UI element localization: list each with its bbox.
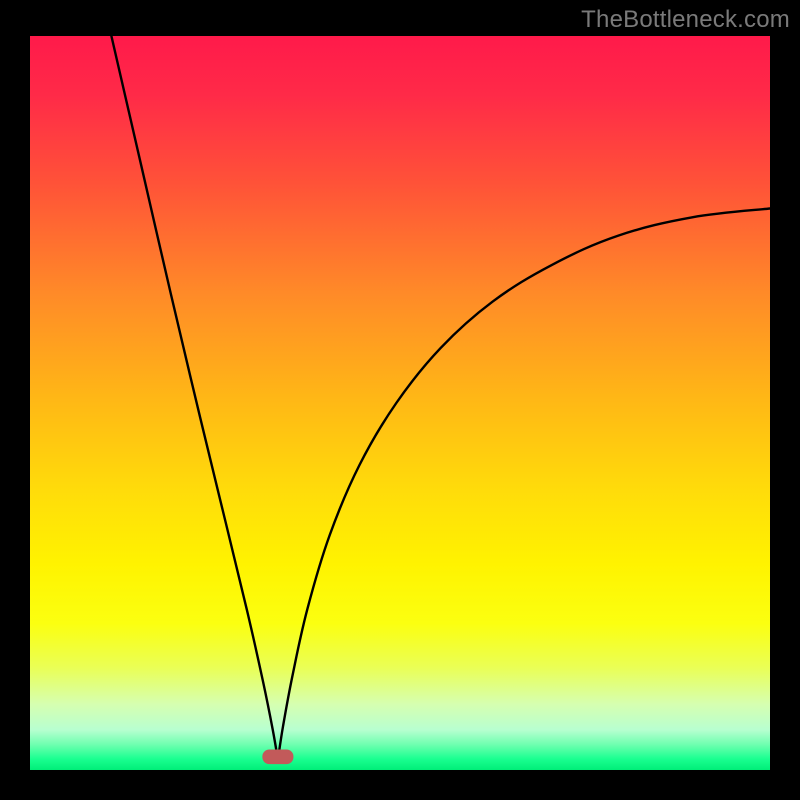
plot-area	[30, 36, 770, 770]
optimum-marker	[262, 749, 293, 764]
chart-container: TheBottleneck.com	[0, 0, 800, 800]
gradient-background	[30, 36, 770, 770]
watermark-label: TheBottleneck.com	[581, 6, 790, 34]
bottleneck-chart	[0, 0, 800, 800]
